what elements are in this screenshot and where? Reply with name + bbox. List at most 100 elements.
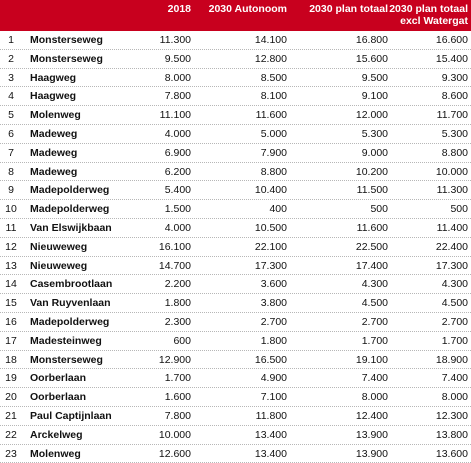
header-2030-plan-totaal-excl-watergat: 2030 plan totaal excl Watergat (388, 3, 468, 27)
value-2030-plan-totaal: 11.500 (356, 184, 388, 197)
road-name: Madepolderweg (30, 184, 110, 197)
value-2030-autonoom: 7.900 (260, 146, 287, 159)
value-2030-autonoom: 14.100 (254, 34, 287, 46)
value-2030-plan-totaal-excl-watergat: 8.600 (441, 90, 468, 103)
table-row: 5 Molenweg 11.100 11.600 12.000 11.700 (0, 106, 471, 125)
table-row: 8 Madeweg 6.200 8.800 10.200 10.000 (0, 163, 471, 182)
value-2030-autonoom: 7.100 (260, 391, 287, 404)
value-2018: 14.700 (158, 259, 191, 272)
value-2030-plan-totaal: 2.700 (361, 315, 388, 328)
value-2030-plan-totaal-excl-watergat: 9.300 (441, 71, 468, 84)
value-2030-plan-totaal-excl-watergat: 7.400 (441, 372, 468, 385)
value-2030-plan-totaal-excl-watergat: 8.000 (441, 391, 468, 404)
road-name: Van Elswijkbaan (30, 221, 112, 234)
road-name: Nieuweweg (30, 240, 88, 253)
value-2030-plan-totaal: 8.000 (361, 391, 388, 404)
road-name: Madeweg (30, 127, 78, 140)
road-name: Arckelweg (30, 428, 83, 441)
table-row: 11 Van Elswijkbaan 4.000 10.500 11.600 11.400 (0, 219, 471, 238)
table-row: 7 Madeweg 6.900 7.900 9.000 8.800 (0, 144, 471, 163)
value-2030-plan-totaal: 5.300 (361, 127, 388, 140)
row-number: 2 (8, 52, 14, 65)
header-2018: 2018 (167, 3, 191, 15)
road-name: Molenweg (30, 109, 81, 122)
value-2030-autonoom: 10.500 (254, 221, 287, 234)
road-name: Paul Captijnlaan (30, 409, 112, 422)
header-excl-line1: 2030 plan totaal (389, 3, 468, 15)
row-number: 16 (5, 315, 17, 328)
value-2030-plan-totaal-excl-watergat: 13.800 (435, 428, 468, 441)
value-2030-plan-totaal-excl-watergat: 1.700 (441, 334, 468, 347)
value-2030-plan-totaal: 13.900 (355, 447, 388, 460)
table-row: 23 Molenweg 12.600 13.400 13.900 13.600 (0, 445, 471, 463)
row-number: 21 (5, 409, 17, 422)
value-2018: 12.600 (158, 447, 191, 460)
row-number: 4 (8, 90, 14, 103)
value-2030-plan-totaal: 4.300 (361, 278, 388, 291)
row-number: 7 (8, 146, 14, 159)
road-name: Oorberlaan (30, 372, 87, 385)
value-2030-plan-totaal-excl-watergat: 11.700 (436, 109, 468, 122)
row-number: 9 (8, 184, 14, 197)
value-2030-plan-totaal: 4.500 (361, 297, 388, 310)
header-excl-line2: excl Watergat (400, 15, 468, 27)
value-2030-plan-totaal: 12.000 (355, 109, 388, 122)
value-2030-plan-totaal-excl-watergat: 17.300 (435, 259, 468, 272)
table-row: 22 Arckelweg 10.000 13.400 13.900 13.800 (0, 426, 471, 445)
value-2030-plan-totaal-excl-watergat: 18.900 (435, 353, 468, 366)
row-number: 1 (8, 34, 14, 46)
table-row: 10 Madepolderweg 1.500 400 500 500 (0, 200, 471, 219)
value-2030-plan-totaal-excl-watergat: 4.500 (441, 297, 468, 310)
value-2030-autonoom: 8.800 (260, 165, 287, 178)
value-2030-autonoom: 11.800 (255, 409, 287, 422)
value-2030-autonoom: 10.400 (254, 184, 287, 197)
road-name: Molenweg (30, 447, 81, 460)
table-row: 18 Monsterseweg 12.900 16.500 19.100 18.900 (0, 351, 471, 370)
value-2030-autonoom: 13.400 (254, 428, 287, 441)
value-2018: 1.600 (164, 391, 191, 404)
table-row: 15 Van Ruyvenlaan 1.800 3.800 4.500 4.500 (0, 294, 471, 313)
value-2018: 16.100 (158, 240, 191, 253)
value-2030-plan-totaal: 1.700 (361, 334, 388, 347)
value-2018: 1.500 (164, 203, 191, 216)
value-2030-plan-totaal: 9.000 (361, 146, 388, 159)
table-row: 20 Oorberlaan 1.600 7.100 8.000 8.000 (0, 388, 471, 407)
value-2030-plan-totaal: 17.400 (355, 259, 388, 272)
value-2018: 11.300 (159, 34, 191, 46)
value-2030-autonoom: 3.600 (260, 278, 287, 291)
row-number: 13 (5, 259, 17, 272)
road-name: Madeweg (30, 146, 78, 159)
value-2018: 4.000 (164, 127, 191, 140)
value-2018: 6.200 (164, 165, 191, 178)
value-2030-plan-totaal-excl-watergat: 16.600 (435, 34, 468, 46)
header-2030-plan-totaal: 2030 plan totaal (309, 3, 388, 15)
value-2018: 8.000 (164, 71, 191, 84)
row-number: 20 (5, 391, 17, 404)
value-2018: 10.000 (158, 428, 191, 441)
value-2030-plan-totaal: 9.100 (361, 90, 388, 103)
row-number: 6 (8, 127, 14, 140)
value-2030-plan-totaal-excl-watergat: 500 (450, 203, 468, 216)
road-name: Monsterseweg (30, 353, 103, 366)
value-2018: 1.700 (164, 372, 191, 385)
row-number: 17 (5, 334, 17, 347)
value-2030-autonoom: 11.600 (255, 109, 287, 122)
table-body: 1 Monsterseweg 11.300 14.100 16.800 16.600 2 Mo… (0, 31, 471, 463)
road-name: Nieuweweg (30, 259, 88, 272)
row-number: 10 (5, 203, 17, 216)
value-2030-plan-totaal-excl-watergat: 13.600 (435, 447, 468, 460)
value-2030-autonoom: 12.800 (254, 52, 287, 65)
table-row: 13 Nieuweweg 14.700 17.300 17.400 17.300 (0, 257, 471, 276)
value-2018: 6.900 (164, 146, 191, 159)
value-2030-autonoom: 8.500 (260, 71, 287, 84)
value-2030-plan-totaal: 22.500 (355, 240, 388, 253)
value-2030-autonoom: 13.400 (254, 447, 287, 460)
value-2030-autonoom: 2.700 (260, 315, 287, 328)
value-2030-plan-totaal-excl-watergat: 2.700 (441, 315, 468, 328)
value-2030-autonoom: 16.500 (254, 353, 287, 366)
table-row: 21 Paul Captijnlaan 7.800 11.800 12.400 12.30… (0, 407, 471, 426)
row-number: 8 (8, 165, 14, 178)
value-2030-plan-totaal-excl-watergat: 22.400 (435, 240, 468, 253)
road-name: Oorberlaan (30, 391, 87, 404)
